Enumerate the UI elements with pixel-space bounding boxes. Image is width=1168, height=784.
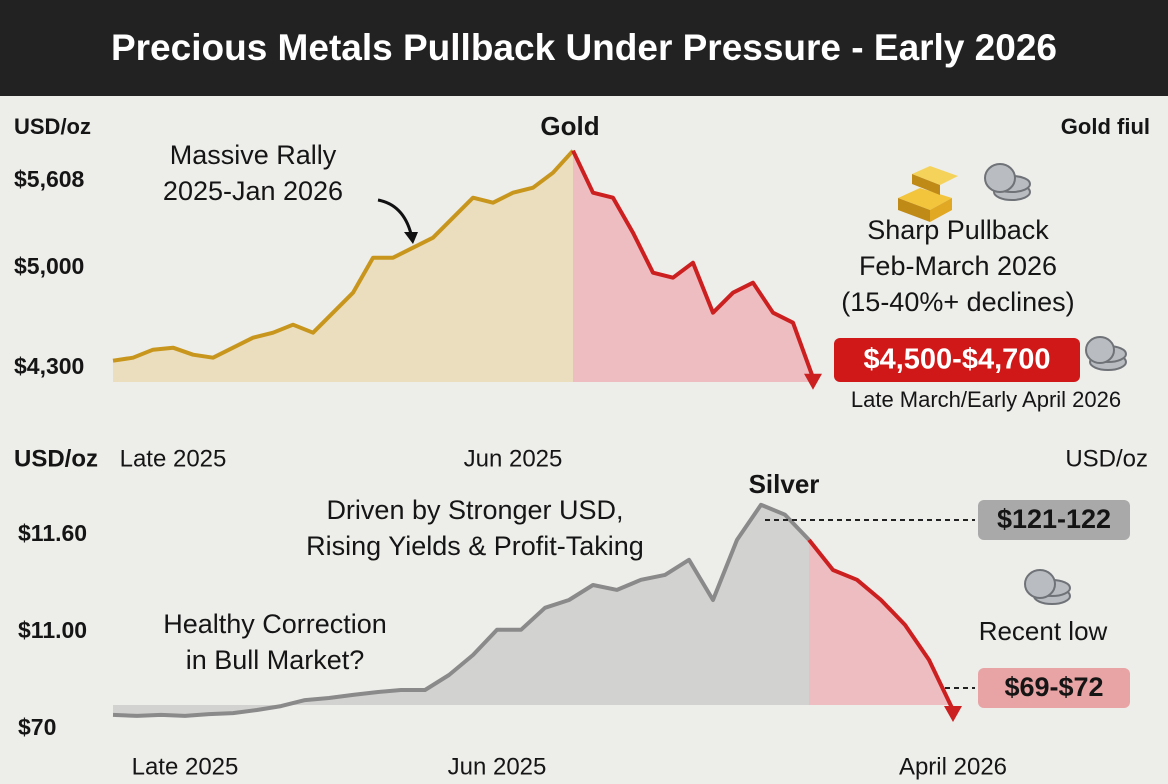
area-fill <box>113 504 809 716</box>
chart-title: Silver <box>749 469 820 499</box>
drivers-note: Rising Yields & Profit-Taking <box>306 531 644 561</box>
y-axis-label-right: USD/oz <box>1065 445 1148 472</box>
low-label: $69-$72 <box>1004 672 1103 702</box>
pullback-note: Sharp Pullback <box>867 215 1049 245</box>
y-label: $11.60 <box>18 520 87 546</box>
coin-stack-icon <box>984 163 1127 605</box>
end-arrow <box>944 705 962 722</box>
target-box <box>834 338 1080 382</box>
drivers-note: Driven by Stronger USD, <box>326 495 623 525</box>
y-tick-label: $4,300 <box>14 353 84 379</box>
low-caption: Recent low <box>979 616 1108 646</box>
x-tick-label: Late 2025 <box>120 445 227 472</box>
y-tick-label: $5,000 <box>14 253 84 279</box>
decline-line <box>571 149 815 379</box>
chart-title: Gold <box>540 111 599 141</box>
x-tick-label: Late 2025 <box>132 753 239 780</box>
title-bar <box>0 0 1168 96</box>
rally-arrow-head <box>404 232 418 244</box>
area-fill <box>809 539 953 710</box>
rally-note: 2025-Jan 2026 <box>163 176 343 206</box>
peak-box <box>978 500 1130 540</box>
area-fill <box>113 150 573 382</box>
pullback-note: (15-40%+ declines) <box>841 287 1074 317</box>
question-note: in Bull Market? <box>186 645 365 675</box>
y-axis-label: USD/oz <box>14 114 91 139</box>
end-arrow <box>804 373 822 390</box>
question-note: Healthy Correction <box>163 609 387 639</box>
target-date: Late March/Early April 2026 <box>851 387 1121 412</box>
corner-label: Gold fiul <box>1061 114 1150 139</box>
y-label: $70 <box>18 714 56 740</box>
x-tick-label: April 2026 <box>899 753 1007 780</box>
pullback-note: Feb-March 2026 <box>859 251 1057 281</box>
price-line <box>112 502 811 718</box>
gold-bars-icon <box>898 166 958 222</box>
y-tick-label: $5,608 <box>14 166 85 192</box>
decline-line <box>807 538 955 711</box>
x-tick-label: Jun 2025 <box>448 753 547 780</box>
y-label: $11.00 <box>18 617 87 643</box>
y-axis-label: USD/oz <box>14 445 98 472</box>
peak-label: $121-122 <box>997 504 1111 534</box>
page-title: Precious Metals Pullback Under Pressure … <box>111 27 1057 68</box>
x-tick-label: Jun 2025 <box>464 445 563 472</box>
target-label: $4,500-$4,700 <box>863 344 1050 376</box>
rally-note: Massive Rally <box>170 140 337 170</box>
price-line <box>112 149 575 363</box>
low-box <box>978 668 1130 708</box>
